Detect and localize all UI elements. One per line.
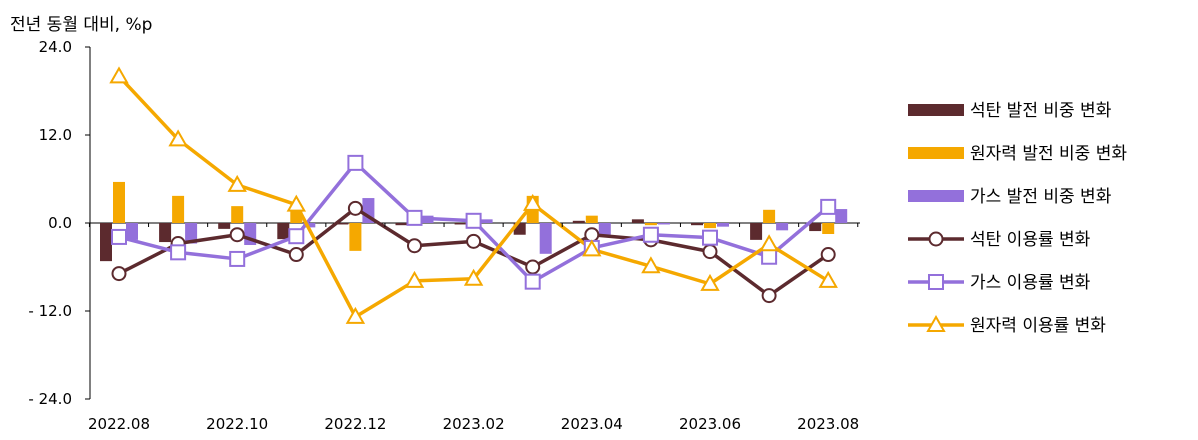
line-point-circle bbox=[111, 266, 127, 282]
line-point-square bbox=[170, 244, 187, 261]
x-tick-label: 2023.02 bbox=[443, 415, 505, 433]
bar bbox=[585, 215, 598, 223]
line-point-triangle bbox=[641, 256, 661, 274]
legend-swatch bbox=[908, 104, 964, 116]
line-point-circle bbox=[466, 233, 482, 249]
legend-label: 석탄 발전 비중 변화 bbox=[970, 101, 1112, 121]
line-point-circle bbox=[347, 200, 363, 216]
line-point-triangle bbox=[168, 129, 188, 147]
line-point-square bbox=[524, 273, 541, 290]
line-point-square bbox=[702, 229, 718, 246]
y-tick-label: - 24.0 bbox=[28, 390, 72, 408]
line-point-square bbox=[229, 250, 246, 267]
legend-swatch bbox=[908, 190, 964, 202]
x-tick-label: 2022.08 bbox=[88, 415, 150, 433]
bar bbox=[704, 223, 716, 229]
bar bbox=[113, 181, 125, 223]
bar bbox=[231, 206, 244, 223]
line-point-triangle bbox=[286, 194, 307, 212]
line-point-circle bbox=[820, 247, 836, 263]
bar bbox=[513, 223, 526, 235]
line-point-triangle bbox=[463, 268, 484, 286]
bar bbox=[631, 219, 644, 223]
bar bbox=[100, 223, 112, 262]
bar bbox=[835, 209, 848, 223]
line-point-triangle bbox=[404, 270, 425, 288]
y-tick-label: 24.0 bbox=[39, 38, 72, 56]
legend-label: 원자력 이용률 변화 bbox=[970, 316, 1106, 336]
line-point-triangle bbox=[818, 270, 838, 288]
bar bbox=[750, 223, 763, 240]
legend-label: 가스 이용률 변화 bbox=[970, 273, 1091, 293]
bar bbox=[290, 211, 303, 223]
bar bbox=[657, 223, 670, 225]
x-tick-label: 2022.10 bbox=[206, 415, 268, 433]
bar bbox=[776, 223, 789, 231]
line-point-square bbox=[820, 198, 837, 215]
bar bbox=[598, 223, 611, 235]
legend-label: 가스 발전 비중 변화 bbox=[970, 187, 1112, 207]
line-point-triangle bbox=[700, 273, 720, 291]
line-point-triangle bbox=[227, 174, 247, 192]
line-point-circle bbox=[407, 238, 422, 254]
line-point-square bbox=[347, 154, 364, 171]
bar bbox=[395, 223, 408, 226]
bar bbox=[336, 223, 349, 225]
bar bbox=[218, 223, 231, 229]
bar bbox=[822, 223, 835, 234]
line-point-triangle bbox=[345, 306, 366, 324]
y-tick-label: 0.0 bbox=[48, 214, 72, 232]
line-point-square bbox=[288, 228, 305, 245]
line-point-triangle bbox=[109, 66, 129, 84]
line-point-triangle bbox=[926, 314, 946, 332]
lines bbox=[109, 66, 838, 324]
line-point-triangle bbox=[522, 193, 543, 211]
bar bbox=[159, 223, 172, 243]
bar bbox=[172, 195, 185, 223]
bar bbox=[691, 223, 703, 226]
line-point-square bbox=[406, 209, 423, 226]
line-point-square bbox=[642, 226, 659, 243]
line-point-circle bbox=[761, 288, 777, 304]
line-point-circle bbox=[928, 231, 944, 247]
y-axis-ticks: 24.0 12.0 0.0 - 12.0 - 24.0 bbox=[28, 38, 90, 408]
bar bbox=[126, 223, 138, 240]
bar bbox=[454, 223, 467, 225]
line-point-triangle bbox=[759, 234, 779, 252]
bar bbox=[185, 223, 198, 244]
line-point-circle bbox=[288, 247, 304, 263]
y-tick-label: - 12.0 bbox=[28, 302, 72, 320]
y-tick-label: 12.0 bbox=[39, 126, 72, 144]
line-point-square bbox=[761, 248, 778, 265]
bar bbox=[539, 223, 552, 254]
legend-swatch bbox=[908, 147, 964, 159]
bar bbox=[303, 223, 316, 228]
bar bbox=[277, 223, 290, 240]
line-point-circle bbox=[525, 259, 541, 275]
line-point-square bbox=[465, 212, 482, 229]
x-tick-label: 2022.12 bbox=[324, 415, 386, 433]
bar bbox=[763, 209, 776, 223]
bar bbox=[644, 223, 657, 226]
x-axis-ticks: 2022.08 2022.10 2022.12 2023.02 2023.04 2023.… bbox=[88, 223, 859, 433]
bar bbox=[480, 219, 493, 223]
bar bbox=[809, 223, 822, 232]
x-tick-label: 2023.08 bbox=[797, 415, 859, 433]
line-point-square bbox=[111, 228, 127, 245]
x-tick-label: 2023.06 bbox=[679, 415, 741, 433]
legend-label: 석탄 이용률 변화 bbox=[970, 230, 1091, 250]
bar bbox=[349, 223, 362, 251]
line-point-triangle bbox=[582, 239, 602, 257]
line-point-circle bbox=[584, 227, 600, 243]
bar bbox=[572, 220, 585, 223]
line-point-circle bbox=[702, 244, 718, 260]
legend-label: 원자력 발전 비중 변화 bbox=[970, 144, 1127, 164]
y-axis-title: 전년 동월 대비, %p bbox=[10, 15, 152, 35]
bar bbox=[717, 223, 729, 227]
x-tick-label: 2023.04 bbox=[561, 415, 623, 433]
line-point-circle bbox=[229, 227, 245, 243]
line-point-square bbox=[928, 274, 944, 290]
